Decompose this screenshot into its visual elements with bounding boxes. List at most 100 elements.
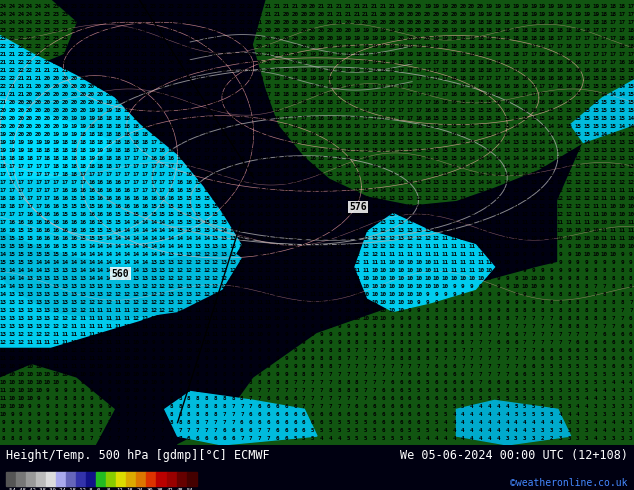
Text: 13: 13 (451, 204, 458, 209)
Text: 15: 15 (477, 140, 484, 145)
Text: 8: 8 (99, 420, 102, 425)
Text: 14: 14 (141, 236, 148, 241)
Text: 15: 15 (256, 172, 263, 177)
Text: 20: 20 (26, 92, 33, 97)
Text: 10: 10 (35, 388, 42, 393)
Text: 9: 9 (143, 396, 146, 401)
Text: 9: 9 (576, 268, 579, 273)
Text: 11: 11 (486, 244, 493, 249)
Text: 7: 7 (231, 404, 235, 409)
Text: 15: 15 (176, 228, 183, 233)
Text: 8: 8 (593, 268, 597, 273)
Text: 19: 19 (133, 100, 139, 105)
Text: 18: 18 (318, 100, 325, 105)
Text: 17: 17 (512, 60, 519, 65)
Text: 8: 8 (443, 348, 447, 353)
Text: 16: 16 (150, 156, 157, 161)
Text: 11: 11 (97, 356, 104, 361)
Text: 18: 18 (539, 36, 546, 41)
Text: 8: 8 (346, 348, 350, 353)
Text: 11: 11 (592, 204, 599, 209)
Text: 19: 19 (380, 44, 387, 49)
Text: 17: 17 (344, 108, 351, 113)
Text: 21: 21 (124, 60, 131, 65)
Text: 13: 13 (327, 220, 333, 225)
Text: 10: 10 (88, 372, 95, 377)
Text: 11: 11 (106, 324, 113, 329)
Text: 9: 9 (302, 316, 306, 321)
Text: 14: 14 (292, 196, 299, 201)
Text: 10: 10 (97, 364, 104, 369)
Text: 20: 20 (70, 100, 77, 105)
Text: 13: 13 (301, 220, 307, 225)
Text: 18: 18 (221, 108, 228, 113)
Text: 18: 18 (503, 60, 510, 65)
Text: 22: 22 (212, 28, 219, 33)
Text: 8: 8 (629, 276, 633, 281)
Text: 14: 14 (133, 268, 139, 273)
Text: 14: 14 (495, 164, 501, 169)
Text: 11: 11 (238, 316, 245, 321)
Text: 11: 11 (230, 308, 236, 313)
Text: 13: 13 (503, 188, 510, 193)
Text: 14: 14 (0, 284, 7, 289)
Text: 7: 7 (320, 388, 323, 393)
Text: 9: 9 (19, 420, 23, 425)
Text: 6: 6 (408, 420, 411, 425)
Text: 20: 20 (150, 76, 157, 81)
Text: 16: 16 (301, 164, 307, 169)
Text: 20: 20 (44, 116, 51, 121)
Text: 10: 10 (530, 236, 537, 241)
Text: 19: 19 (158, 116, 166, 121)
Text: 19: 19 (8, 140, 15, 145)
Text: 13: 13 (150, 276, 157, 281)
Text: 21: 21 (389, 4, 396, 9)
Text: 21: 21 (0, 92, 7, 97)
Text: 16: 16 (309, 164, 316, 169)
Text: 18: 18 (477, 44, 484, 49)
Text: 12: 12 (398, 244, 404, 249)
Text: 7: 7 (567, 332, 571, 337)
Text: 4: 4 (514, 428, 517, 433)
Text: 10: 10 (247, 300, 254, 305)
Text: 11: 11 (115, 308, 122, 313)
Text: 21: 21 (8, 84, 15, 89)
Text: 14: 14 (548, 148, 555, 153)
Text: 7: 7 (488, 372, 491, 377)
Text: 18: 18 (274, 108, 281, 113)
Text: 19: 19 (167, 108, 174, 113)
Text: 17: 17 (97, 172, 104, 177)
Text: 15: 15 (256, 196, 263, 201)
Text: 11: 11 (539, 228, 546, 233)
Text: 18: 18 (70, 148, 77, 153)
Text: 17: 17 (442, 92, 449, 97)
Text: 17: 17 (61, 180, 68, 185)
Text: 17: 17 (106, 172, 113, 177)
Text: 16: 16 (548, 76, 555, 81)
Text: 19: 19 (194, 100, 201, 105)
Text: 16: 16 (301, 124, 307, 129)
Text: 21: 21 (203, 44, 210, 49)
Text: 16: 16 (451, 100, 458, 105)
Text: 18: 18 (0, 164, 7, 169)
Text: 12: 12 (521, 204, 528, 209)
Text: 10: 10 (398, 300, 404, 305)
Text: 12: 12 (124, 292, 131, 297)
Text: 18: 18 (327, 100, 333, 105)
Text: 8: 8 (196, 396, 200, 401)
Text: 14: 14 (247, 204, 254, 209)
Text: 13: 13 (415, 180, 422, 185)
Text: 11: 11 (79, 316, 86, 321)
Text: 16: 16 (415, 116, 422, 121)
Text: 15: 15 (610, 116, 617, 121)
Text: 5: 5 (337, 420, 341, 425)
Text: 8: 8 (19, 436, 23, 441)
Text: 7: 7 (355, 356, 359, 361)
Text: 15: 15 (371, 148, 378, 153)
Text: 17: 17 (592, 52, 599, 57)
Text: 9: 9 (108, 404, 111, 409)
Text: 6: 6 (373, 404, 376, 409)
Text: 9: 9 (311, 324, 314, 329)
Text: 16: 16 (247, 156, 254, 161)
Text: 9: 9 (249, 356, 252, 361)
